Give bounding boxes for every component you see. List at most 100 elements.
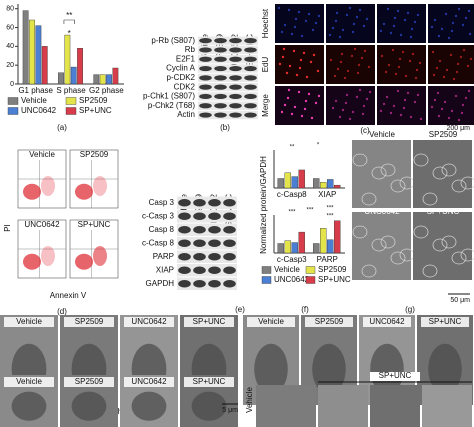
image-label: SP2509 <box>429 130 458 139</box>
label-bg <box>370 372 420 381</box>
nucleus <box>338 35 342 39</box>
cell <box>441 235 457 249</box>
nucleus <box>461 103 465 107</box>
panel-label: (c) <box>360 126 370 135</box>
nucleus <box>406 91 410 95</box>
group-label: SP+UNC <box>379 371 412 380</box>
annotation: * <box>317 143 320 149</box>
nucleus <box>292 49 296 53</box>
bar <box>112 67 119 85</box>
image-label: UNC0642 <box>131 377 167 386</box>
nucleus <box>278 62 282 66</box>
cell-cloud <box>75 253 93 270</box>
nucleus <box>314 101 318 105</box>
nucleus <box>365 17 369 21</box>
tem-image <box>370 385 420 427</box>
row-label: Cyclin A <box>166 64 196 73</box>
nucleus <box>307 12 311 16</box>
image-label: SP+UNC <box>429 317 462 326</box>
nucleus <box>416 93 420 97</box>
cell <box>432 238 448 252</box>
nucleus <box>352 22 356 26</box>
bar <box>277 178 284 189</box>
row-label: Vehicle <box>245 387 254 413</box>
cell <box>413 153 429 167</box>
band <box>244 47 257 53</box>
blot-strip <box>198 92 258 101</box>
band <box>223 239 236 248</box>
band <box>193 198 206 207</box>
nucleus <box>455 70 459 74</box>
nucleus <box>302 51 306 55</box>
nucleus <box>379 109 383 113</box>
nucleus <box>71 391 107 421</box>
nucleus <box>416 13 420 17</box>
nucleus <box>351 30 355 34</box>
cell <box>361 264 377 278</box>
nucleus <box>450 29 454 33</box>
image-label: SP2509 <box>315 317 344 326</box>
row-label: CDK2 <box>174 82 196 91</box>
micrograph <box>275 45 324 84</box>
nucleus <box>293 105 297 109</box>
label-bg <box>305 317 353 327</box>
label-bg <box>363 317 411 327</box>
blot-strip <box>177 250 237 263</box>
nucleus <box>360 56 364 60</box>
legend-label: SP+UNC <box>318 275 351 284</box>
band <box>229 65 242 72</box>
band <box>199 38 212 44</box>
band <box>214 47 227 53</box>
nucleus <box>410 27 414 31</box>
nucleus <box>299 58 303 62</box>
panel-label: (e) <box>235 305 245 314</box>
label-bg <box>64 317 114 327</box>
plot-label: UNC0642 <box>24 220 60 229</box>
nucleus <box>402 106 406 110</box>
nucleus <box>254 343 288 395</box>
nucleus <box>297 90 301 94</box>
band <box>208 279 221 288</box>
band <box>208 266 221 275</box>
legend-swatch <box>261 266 272 274</box>
nucleus <box>358 88 362 92</box>
band <box>244 38 257 44</box>
x-tick-label: c-Casp8 <box>277 190 307 199</box>
nucleus <box>433 18 437 22</box>
tem-image <box>422 385 472 427</box>
nucleus <box>368 90 372 94</box>
bar <box>298 169 305 189</box>
nucleus <box>396 89 400 93</box>
legend-swatch <box>7 107 19 115</box>
nucleus <box>389 31 393 35</box>
nucleus <box>353 47 357 51</box>
cell <box>371 166 387 180</box>
band <box>214 56 227 62</box>
nucleus <box>442 75 446 79</box>
micrograph <box>428 45 474 84</box>
annotation: ** <box>290 145 295 151</box>
image-label: UNC0642 <box>369 317 405 326</box>
y-tick-label: 40 <box>6 43 14 50</box>
nucleus <box>399 33 403 37</box>
annotation: *** <box>326 214 334 220</box>
image-label: Vehicle <box>16 317 42 326</box>
blot-strip <box>198 101 258 110</box>
x-tick-label: c-Casp3 <box>277 255 307 264</box>
nucleus <box>382 22 386 26</box>
nucleus <box>286 96 290 100</box>
row-label: Actin <box>177 110 195 119</box>
image-label: SP2509 <box>75 317 104 326</box>
cell <box>371 238 387 252</box>
nucleus <box>338 115 342 119</box>
bar <box>41 46 48 85</box>
nucleus <box>365 97 369 101</box>
band <box>199 75 212 81</box>
blot-strip <box>198 64 258 73</box>
blot-strip <box>198 36 258 45</box>
nucleus <box>396 9 400 13</box>
nucleus <box>387 63 391 67</box>
band <box>214 84 227 90</box>
nucleus <box>344 101 348 105</box>
